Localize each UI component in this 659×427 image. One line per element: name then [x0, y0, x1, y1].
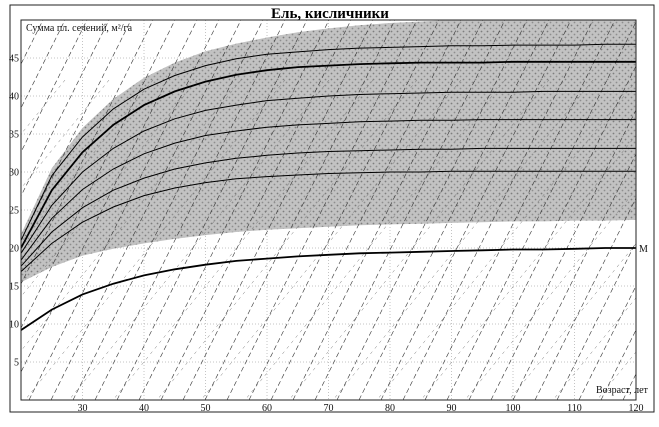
chart-title: Ель, кисличники: [271, 6, 389, 22]
hatch-line-back: [288, 79, 550, 400]
y-tick-label: 45: [9, 54, 19, 65]
hatch-line-back: [464, 189, 636, 400]
hatch-line: [72, 20, 264, 400]
hatch-line: [21, 20, 154, 285]
series-layer: [21, 43, 636, 331]
hatch-line-back: [420, 135, 636, 400]
x-tick-label: 40: [139, 403, 149, 414]
series-line: [21, 247, 636, 331]
hatch-line-back: [200, 79, 462, 400]
hatch-line: [358, 20, 550, 400]
y-tick-label: 35: [9, 130, 19, 141]
x-tick-label: 80: [385, 403, 395, 414]
hatch-line: [21, 20, 88, 153]
hatch-line-back: [112, 79, 374, 400]
hatch-line: [270, 20, 462, 400]
hatch-line-back: [68, 79, 330, 400]
hatch-line: [160, 20, 352, 400]
hatch-line: [138, 20, 330, 400]
hatch-line-back: [244, 79, 506, 400]
hatch-line-back: [552, 297, 636, 400]
hatch-line: [446, 21, 636, 400]
hatch-line: [21, 20, 198, 373]
series-line: [21, 60, 636, 249]
hatch-line: [50, 20, 242, 400]
y-tick-label: 5: [14, 358, 19, 369]
hatch-line: [380, 20, 572, 400]
hatch-line: [402, 20, 594, 400]
hatch-line: [468, 65, 636, 400]
hatch-line: [424, 20, 616, 400]
y-tick-label: 40: [9, 92, 19, 103]
hatch-line-back: [156, 79, 418, 400]
series-labels: M: [639, 244, 648, 255]
hatch-line: [21, 20, 110, 197]
plot-frame: [20, 19, 637, 401]
series-line: [21, 147, 636, 267]
series-line: [21, 90, 636, 254]
x-tick-label: 30: [78, 403, 88, 414]
hatch-line-back: [376, 80, 636, 400]
hatch-line: [28, 20, 220, 400]
y-tick-label: 25: [9, 206, 19, 217]
x-tick-label: 60: [262, 403, 272, 414]
hatch-line: [226, 20, 418, 400]
x-axis-title: Возраст, лет: [596, 385, 649, 396]
hatch-line-back: [21, 79, 242, 352]
hatch-line-back: [332, 79, 594, 400]
hatch-line: [336, 20, 528, 400]
hatch-line: [534, 197, 636, 400]
y-tick-label: 15: [9, 282, 19, 293]
hatch-line: [645, 20, 659, 400]
series-line: [21, 43, 636, 241]
hatch-line-back: [508, 243, 636, 400]
x-tick-label: 100: [506, 403, 521, 414]
x-tick-label: 120: [629, 403, 644, 414]
y-tick-label: 30: [9, 168, 19, 179]
hatch-line-back: [641, 80, 659, 400]
x-tick-label: 110: [567, 403, 582, 414]
y-tick-label: 20: [9, 244, 19, 255]
series-line: [21, 170, 636, 272]
hatch-line: [204, 20, 396, 400]
x-tick-label: 50: [201, 403, 211, 414]
y-tick-label: 10: [9, 320, 19, 331]
x-tick-label: 70: [324, 403, 334, 414]
hatch-line: [490, 109, 636, 400]
hatch-line: [292, 20, 484, 400]
hatch-line: [314, 20, 506, 400]
hatch-line: [116, 20, 308, 400]
hatch-line-back: [24, 79, 286, 400]
x-tick-label: 90: [447, 403, 457, 414]
hatch-line: [248, 20, 440, 400]
hatch-line: [21, 20, 66, 109]
series-line: [21, 119, 636, 261]
tick-labels: 30 40 50 60 70 80 90 100 110 120 5 10 15 20 25 30 35 40 45: [9, 54, 644, 415]
hatch-line: [512, 153, 636, 400]
hatch-line: [182, 20, 374, 400]
frame-outer: [9, 4, 655, 413]
hatch-line: [94, 20, 286, 400]
y-axis-title: Сумма пл. сечений, м²/га: [26, 23, 133, 34]
series-label: M: [639, 244, 648, 255]
